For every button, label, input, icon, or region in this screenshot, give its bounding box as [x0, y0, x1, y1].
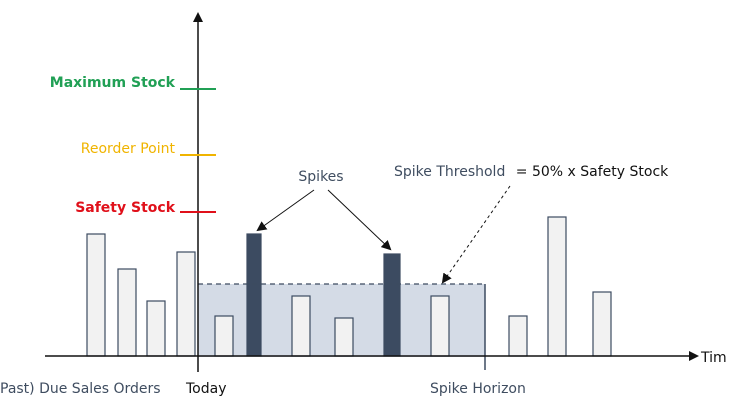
past-due-label: Past) Due Sales Orders	[0, 381, 161, 397]
today-label: Today	[185, 381, 227, 397]
demand-bar	[430, 295, 450, 357]
spike-arrow-left	[256, 189, 315, 232]
maximum-stock-label: Maximum Stock	[50, 75, 176, 91]
spike-arrow-right	[327, 189, 392, 251]
spike-threshold-label: Spike Threshold	[394, 164, 505, 180]
demand-bar	[334, 317, 354, 357]
spike-horizon-label: Spike Horizon	[430, 381, 526, 397]
spike-bar	[246, 233, 262, 357]
demand-bar	[214, 315, 234, 357]
demand-bar	[146, 300, 166, 357]
spike-threshold-text: Spike Threshold = 50% x Safety Stock	[394, 164, 669, 180]
safety-stock-label: Safety Stock	[75, 200, 176, 216]
time-axis-label: Tim	[700, 350, 727, 366]
spike-threshold-formula: = 50% x Safety Stock	[516, 164, 669, 180]
threshold-arrow	[441, 185, 511, 284]
demand-bar	[547, 216, 567, 357]
demand-bar	[117, 268, 137, 357]
demand-bar	[508, 315, 528, 357]
demand-bar	[291, 295, 311, 357]
spike-bar	[383, 253, 401, 357]
demand-bar	[592, 291, 612, 357]
demand-bar	[86, 233, 106, 357]
reorder-point-label: Reorder Point	[81, 141, 176, 157]
spikes-label: Spikes	[298, 169, 343, 185]
demand-bar	[176, 251, 196, 357]
